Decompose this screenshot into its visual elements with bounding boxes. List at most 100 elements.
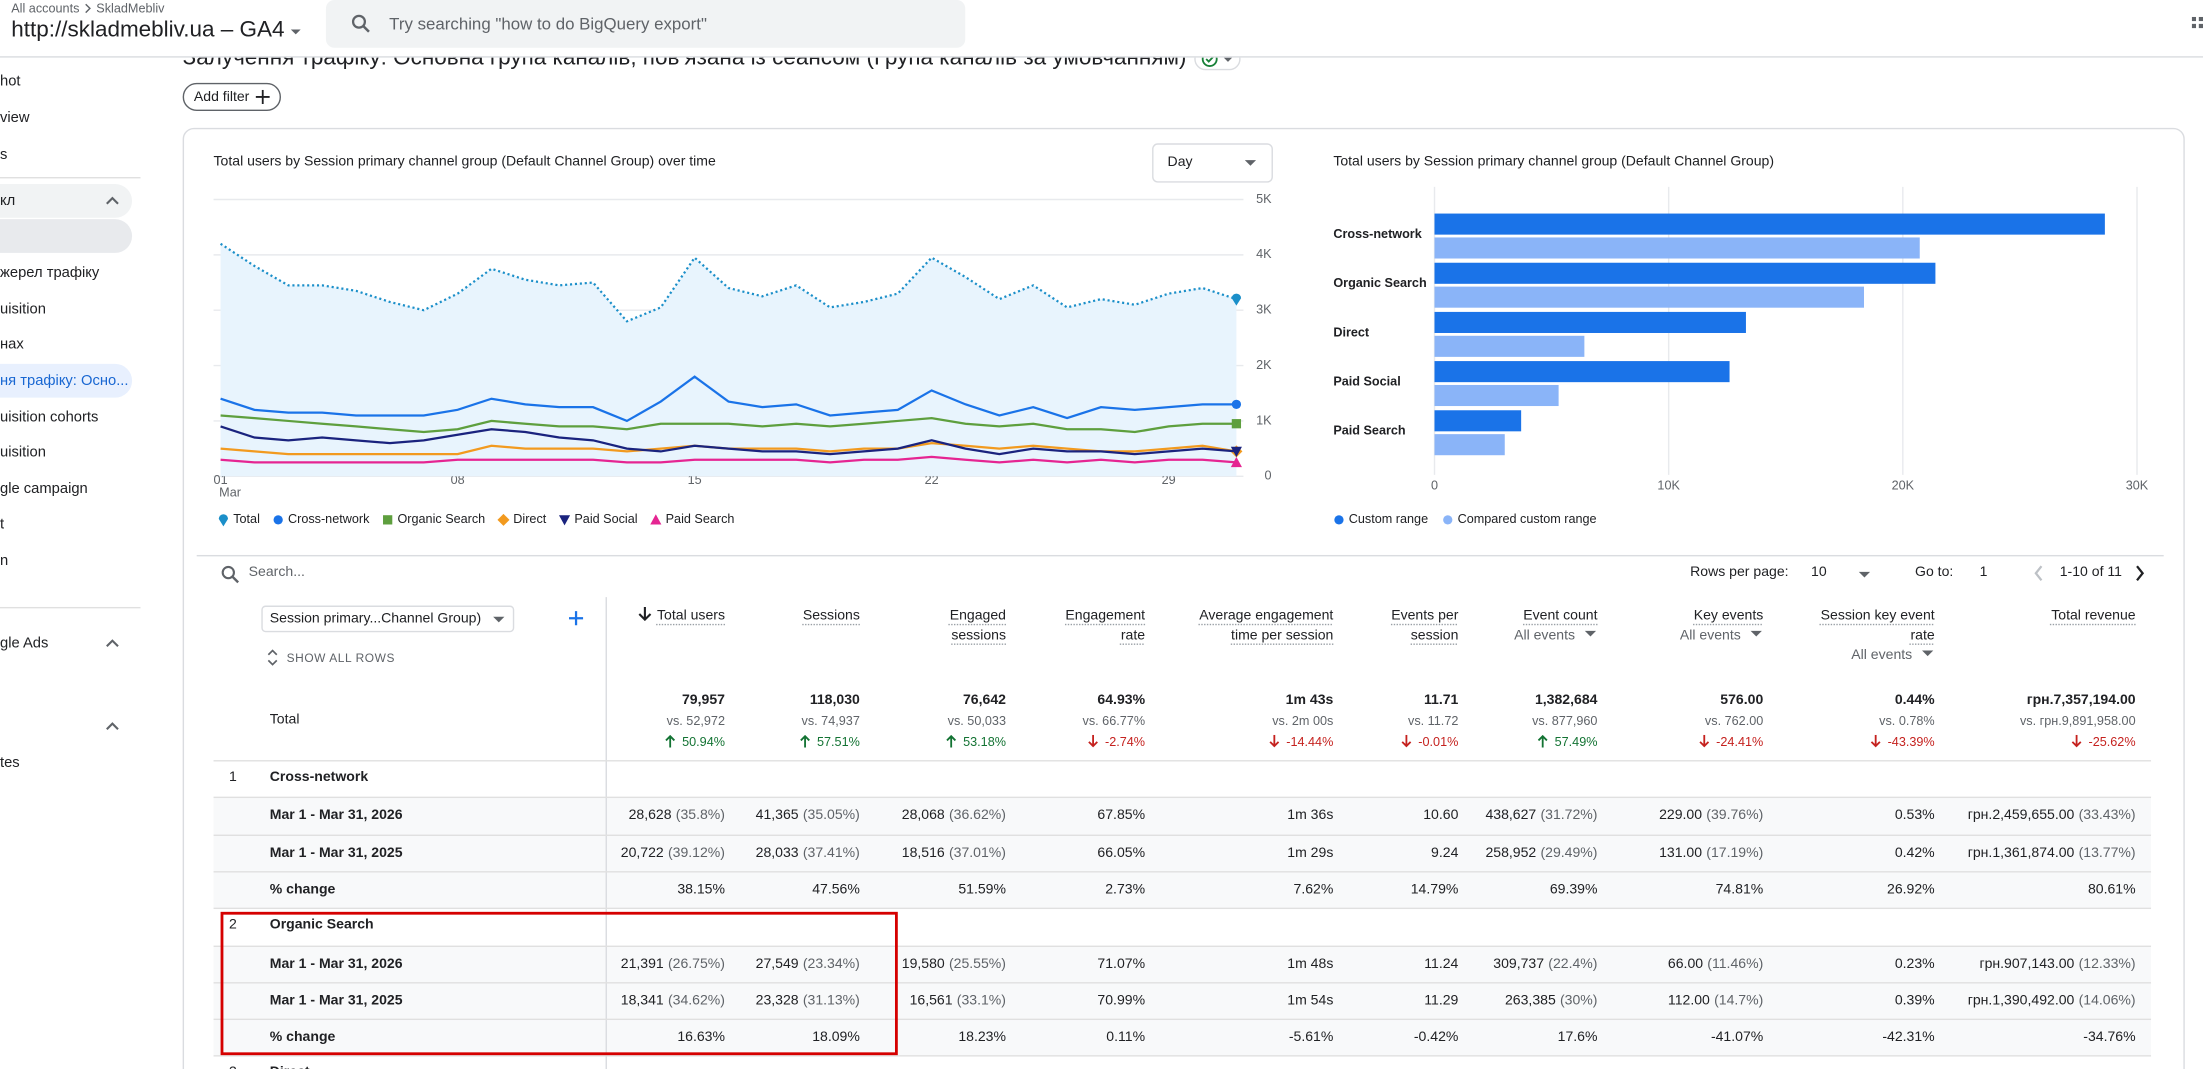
dropdown-caret [1244, 160, 1257, 166]
nav-item[interactable]: gle Ads [0, 627, 132, 661]
table-cell: 66.05% [1097, 845, 1146, 861]
change-arrow [1088, 734, 1099, 748]
table-cell: 1m 36s [1287, 808, 1334, 824]
total-value: 11.71 [1423, 692, 1459, 709]
cell-share: (14.7%) [1714, 993, 1764, 1009]
nav-item[interactable]: жерел трафіку [0, 256, 132, 290]
search-box[interactable]: Try searching "how to do BigQuery export… [325, 0, 966, 48]
nav-item[interactable] [0, 219, 133, 253]
table-cell: 23,328 (31.13%) [756, 993, 860, 1008]
bar [1434, 410, 1522, 432]
breadcrumb-item[interactable]: SkladMebliv [96, 1, 165, 16]
category-label: Paid Social [1333, 375, 1400, 389]
nav-item[interactable]: нах [0, 327, 132, 361]
metric-filter[interactable]: All events [1794, 646, 1935, 666]
row-bg [213, 835, 2152, 871]
search-icon [351, 14, 370, 33]
total-cell: 64.93% vs. 66.77% -2.74% [1083, 690, 1146, 753]
table-search[interactable]: Search... [248, 564, 305, 581]
nav-label: gle campaign [0, 480, 88, 498]
column-header[interactable]: Sessions [776, 607, 860, 627]
nav-item[interactable]: кл [0, 184, 133, 218]
cell-share: (22.4%) [1548, 956, 1598, 972]
nav-item[interactable]: gle campaign [0, 472, 132, 506]
nav-item[interactable]: uisition [0, 436, 132, 470]
expand [267, 649, 278, 666]
dropdown-caret [1922, 650, 1934, 657]
cell-share: (17.19%) [1706, 845, 1764, 861]
compare-value: vs. грн.9,891,958.00 [2019, 713, 2136, 728]
change-value: 50.94% [665, 732, 725, 753]
cell-value: 23,328 [755, 993, 799, 1009]
row-label: Mar 1 - Mar 31, 2025 [269, 845, 403, 861]
nav-item[interactable]: n [0, 544, 132, 578]
dimension-picker[interactable]: Session primary...Channel Group) [261, 605, 515, 633]
nav-item[interactable]: uisition [0, 292, 132, 326]
row-bg [213, 983, 2152, 1019]
breadcrumb-item[interactable]: All accounts [11, 1, 80, 16]
goto-input[interactable]: 1 [1979, 564, 1988, 581]
column-header[interactable]: Engaged sessions [922, 607, 1006, 646]
dropdown-caret [493, 616, 505, 623]
plus-icon [256, 89, 271, 104]
nav-item[interactable]: hot [0, 65, 132, 99]
x-tick-label: 22 [925, 473, 939, 487]
table-cell: 74.81% [1715, 882, 1764, 898]
row-border [213, 1055, 2152, 1058]
row-index: 3 [229, 1066, 237, 1069]
nav-item[interactable] [0, 710, 132, 744]
nav-item[interactable]: view [0, 101, 132, 135]
nav-item[interactable]: ня трафіку: Осно... [0, 363, 133, 398]
show-all-rows[interactable]: SHOW ALL ROWS [286, 650, 396, 665]
column-header[interactable]: Total users [613, 606, 725, 627]
table-cell: грн.1,361,874.00 (13.77%) [1968, 845, 2136, 860]
cell-value: 258,952 [1485, 845, 1537, 861]
chart-title: Total users by Session primary channel g… [214, 152, 716, 168]
column-header[interactable]: Event count All events [1485, 607, 1597, 646]
total-cell: 1m 43s vs. 2m 00s -14.44% [1269, 690, 1333, 753]
nav-item[interactable]: uisition cohorts [0, 400, 132, 434]
row-bg [213, 1020, 2152, 1056]
legend-label: Compared custom range [1458, 512, 1597, 526]
column-header[interactable]: Average engagement time per session [1176, 607, 1333, 646]
metric-filter-label: All events [1679, 628, 1741, 644]
table-cell: 0.42% [1894, 845, 1935, 861]
category-label: Organic Search [1333, 276, 1426, 290]
table-cell: 309,737 (22.4%) [1493, 956, 1597, 971]
nav-item[interactable]: tes [0, 746, 132, 780]
change-icon [1871, 734, 1882, 748]
table-cell: 11.24 [1424, 956, 1459, 972]
row-label: % change [269, 882, 336, 898]
compare-value: vs. 877,960 [1532, 713, 1598, 728]
nav-item[interactable]: s [0, 138, 132, 172]
property-picker[interactable]: http://skladmebliv.ua – GA4 [11, 18, 302, 43]
column-header[interactable]: Events per session [1380, 607, 1458, 646]
bar [1434, 286, 1864, 308]
table-cell: 1m 54s [1287, 993, 1334, 1009]
table-cell: 0.11% [1106, 1029, 1146, 1046]
table-cell: 71.07% [1097, 956, 1146, 972]
column-header[interactable]: Total revenue [1995, 607, 2135, 627]
column-header[interactable]: Key events All events [1651, 607, 1763, 646]
total-value: 79,957 [681, 692, 725, 709]
metric-filter[interactable]: All events [1485, 627, 1597, 647]
apps-icon[interactable] [2191, 16, 2203, 37]
marker [1230, 446, 1242, 457]
next-page [2136, 565, 2145, 581]
cell-value: 131.00 [1659, 845, 1703, 861]
caret [1922, 650, 1934, 657]
group-name: Cross-network [269, 769, 369, 786]
column-header[interactable]: Engagement rate [1047, 607, 1145, 646]
column-header[interactable]: Session key event rate All events [1794, 607, 1935, 666]
interval-dropdown[interactable]: Day [1152, 143, 1273, 183]
metric-filter[interactable]: All events [1651, 627, 1763, 647]
change-arrow [1402, 734, 1412, 748]
rows-per-page[interactable]: 10 [1811, 564, 1827, 581]
x-tick-label: 10K [1657, 478, 1680, 492]
add-filter-button[interactable]: Add filter [182, 82, 282, 111]
bar [1434, 434, 1505, 456]
total-value: 576.00 [1720, 692, 1764, 709]
nav-item[interactable]: t [0, 507, 132, 541]
